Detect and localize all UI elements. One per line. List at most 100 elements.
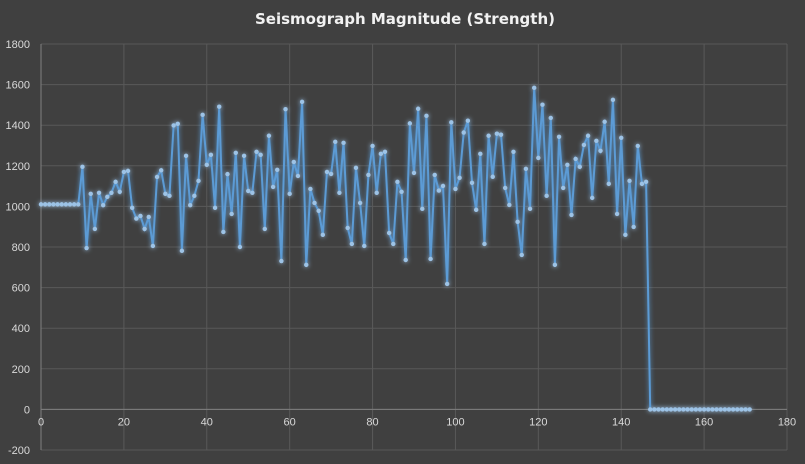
data-point (631, 224, 636, 230)
data-point (391, 241, 396, 247)
data-point (63, 202, 69, 207)
data-point (681, 407, 686, 412)
data-point (656, 407, 661, 412)
data-point (594, 138, 599, 144)
data-point (722, 407, 728, 412)
data-point (229, 211, 234, 217)
data-point (341, 140, 346, 146)
x-tick-label: 100 (446, 416, 464, 428)
data-point (92, 226, 98, 232)
data-point (370, 143, 375, 149)
data-point (353, 165, 359, 171)
data-point (80, 164, 85, 170)
data-point (556, 134, 562, 139)
data-point (701, 407, 707, 412)
data-point (258, 152, 263, 158)
data-point (208, 152, 214, 158)
data-point (175, 121, 180, 126)
data-point (623, 232, 628, 238)
data-point (407, 121, 413, 126)
data-point (217, 104, 222, 109)
data-point (312, 200, 317, 206)
data-point (527, 206, 533, 212)
data-point (59, 202, 64, 207)
data-point (47, 202, 52, 207)
data-point (125, 168, 131, 174)
data-point (221, 229, 226, 235)
data-point (183, 153, 189, 159)
data-point (577, 164, 582, 170)
data-point (440, 183, 446, 189)
data-point (457, 175, 462, 180)
data-point (415, 106, 421, 111)
data-point (196, 178, 201, 184)
series-polyline (41, 87, 750, 411)
data-point (250, 190, 255, 195)
data-point (473, 207, 479, 213)
data-point (478, 151, 483, 157)
data-point (262, 226, 267, 232)
data-point (154, 174, 160, 180)
x-tick-label: 60 (284, 416, 296, 428)
y-tick-label: 1200 (6, 161, 30, 173)
x-tick-label: 80 (366, 416, 378, 428)
tick-labels: -200 0 200 400 600 800 1000 1200 1400 1600 1800 0 20… (6, 39, 797, 457)
data-point (610, 97, 616, 103)
data-point (134, 216, 139, 221)
y-tick-label: 1000 (6, 201, 30, 213)
data-point (324, 169, 330, 175)
data-point (237, 244, 243, 250)
data-point (109, 190, 114, 195)
data-point (677, 407, 682, 412)
data-point (129, 205, 135, 211)
data-point (241, 153, 247, 159)
y-tick-label: 1400 (6, 120, 30, 132)
data-point (270, 184, 276, 190)
data-point (192, 193, 197, 199)
data-point (689, 407, 694, 412)
data-point (287, 191, 292, 197)
data-point (320, 232, 326, 238)
data-point (179, 248, 185, 254)
data-point (710, 407, 715, 412)
data-point (357, 200, 363, 206)
data-point (374, 190, 379, 195)
data-point (660, 407, 665, 412)
data-point (428, 256, 433, 262)
data-point (602, 119, 607, 124)
data-point (735, 407, 740, 412)
data-point (502, 185, 508, 191)
data-point (225, 171, 230, 177)
data-point (590, 195, 595, 201)
data-point (490, 174, 495, 179)
data-point (308, 186, 313, 192)
data-point (561, 185, 566, 191)
data-point (138, 213, 143, 219)
data-point (461, 130, 466, 135)
data-point (328, 171, 334, 177)
data-point (648, 407, 653, 412)
data-point (163, 191, 168, 197)
data-point (523, 166, 529, 172)
data-point (55, 202, 60, 207)
data-point (635, 143, 640, 149)
data-point (548, 115, 553, 121)
data-point (614, 211, 620, 217)
y-tick-label: 200 (12, 364, 30, 376)
y-tick-label: 400 (12, 323, 30, 335)
x-tick-label: 180 (778, 416, 796, 428)
data-point (38, 202, 44, 207)
data-point (672, 407, 678, 412)
data-point (378, 151, 384, 157)
data-point (718, 407, 723, 412)
x-tick-label: 0 (38, 416, 44, 428)
y-tick-label: 800 (12, 242, 30, 254)
data-point (254, 149, 259, 154)
data-point (469, 180, 475, 186)
data-point (664, 407, 670, 412)
data-point (424, 113, 429, 119)
data-point (399, 189, 404, 194)
data-point (295, 173, 301, 179)
data-point (449, 120, 454, 125)
